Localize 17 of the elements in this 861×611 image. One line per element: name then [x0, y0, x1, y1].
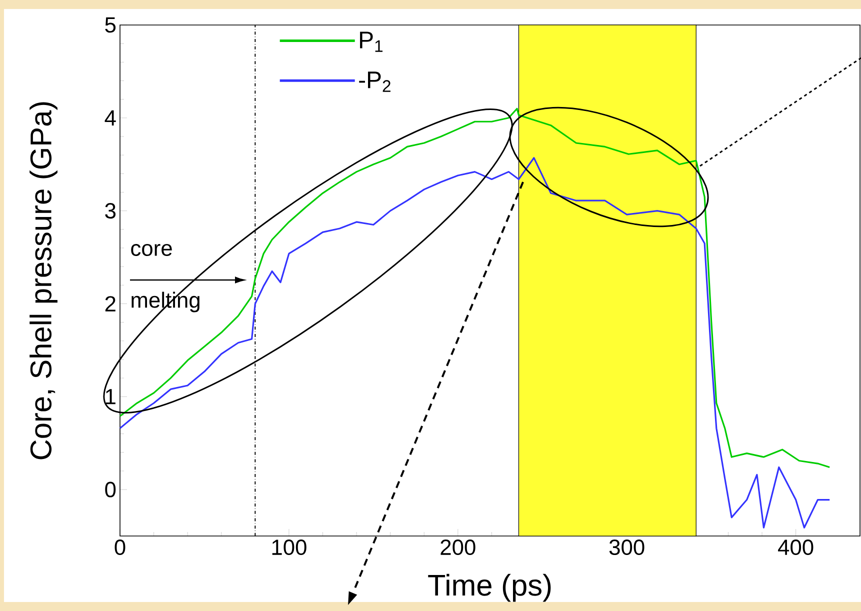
y-tick-label: 2 — [105, 296, 116, 312]
annotation: core — [131, 244, 172, 256]
y-tick-label: 4 — [104, 110, 116, 126]
y-tick-label: 1 — [106, 389, 116, 404]
x-tick-label: 200 — [440, 540, 476, 556]
x-axis-title: Time (ps) — [428, 574, 551, 602]
line-series — [119, 157, 830, 528]
x-tick-label: 400 — [778, 540, 814, 556]
line-series — [119, 108, 830, 468]
legend-label: P$_{1}$ — [360, 32, 383, 52]
y-tick-label: 5 — [105, 17, 116, 33]
x-tick-label: 100 — [272, 540, 306, 556]
y-axis-title: Core, Shell pressure (GPa) — [30, 102, 58, 460]
y-tick-label: 3 — [105, 203, 116, 219]
legend-label: -P$_{2}$ — [359, 72, 390, 92]
y-tick-label: 0 — [105, 482, 116, 498]
x-tick-label: 300 — [609, 540, 644, 556]
